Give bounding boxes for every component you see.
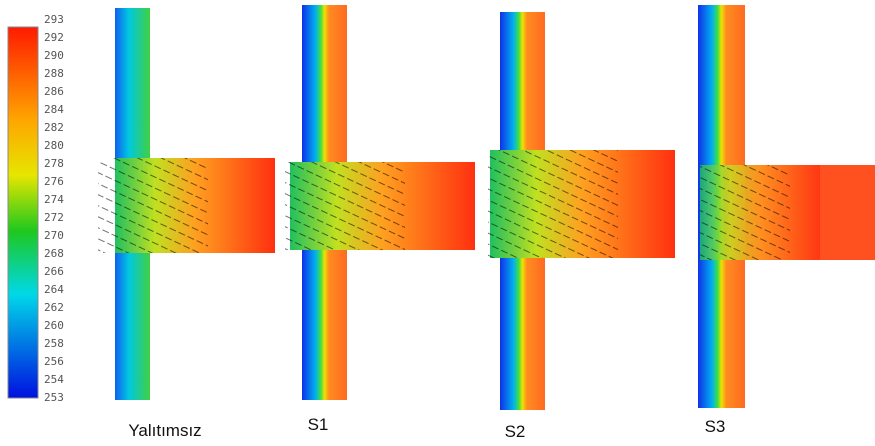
colorbar-tick-label: 270: [44, 229, 64, 242]
colorbar-tick-label: 253: [44, 391, 64, 404]
panel-label: Yalıtımsız: [128, 421, 201, 440]
colorbar-tick-label: 258: [44, 337, 64, 350]
colorbar-tick-label: 286: [44, 85, 64, 98]
colorbar-tick-label: 276: [44, 175, 64, 188]
colorbar-tick-label: 254: [44, 373, 64, 386]
panel-1: [98, 8, 275, 400]
colorbar-tick-label: 260: [44, 319, 64, 332]
colorbar-tick-label: 280: [44, 139, 64, 152]
colorbar-tick-label: 262: [44, 301, 64, 314]
panel-label: S3: [705, 417, 726, 436]
panel-label: S1: [308, 415, 329, 434]
colorbar-tick-label: 256: [44, 355, 64, 368]
colorbar-tick-label: 290: [44, 49, 64, 62]
colorbar-tick-label: 288: [44, 67, 64, 80]
panel-s2: [488, 12, 675, 410]
panel-s3: [698, 5, 875, 408]
colorbar-tick-label: 264: [44, 283, 64, 296]
colorbar-tick-label: 278: [44, 157, 64, 170]
panel-s1: [285, 5, 475, 400]
colorbar-tick-label: 266: [44, 265, 64, 278]
colorbar-tick-label: 272: [44, 211, 64, 224]
colorbar-tick-label: 292: [44, 31, 64, 44]
colorbar-tick-label: 282: [44, 121, 64, 134]
colorbar-tick-label: 268: [44, 247, 64, 260]
colorbar-tick-label: 293: [44, 13, 64, 26]
colorbar-tick-label: 284: [44, 103, 64, 116]
panel-label: S2: [505, 422, 526, 441]
colorbar-tick-label: 274: [44, 193, 64, 206]
colorbar: [7, 26, 39, 399]
